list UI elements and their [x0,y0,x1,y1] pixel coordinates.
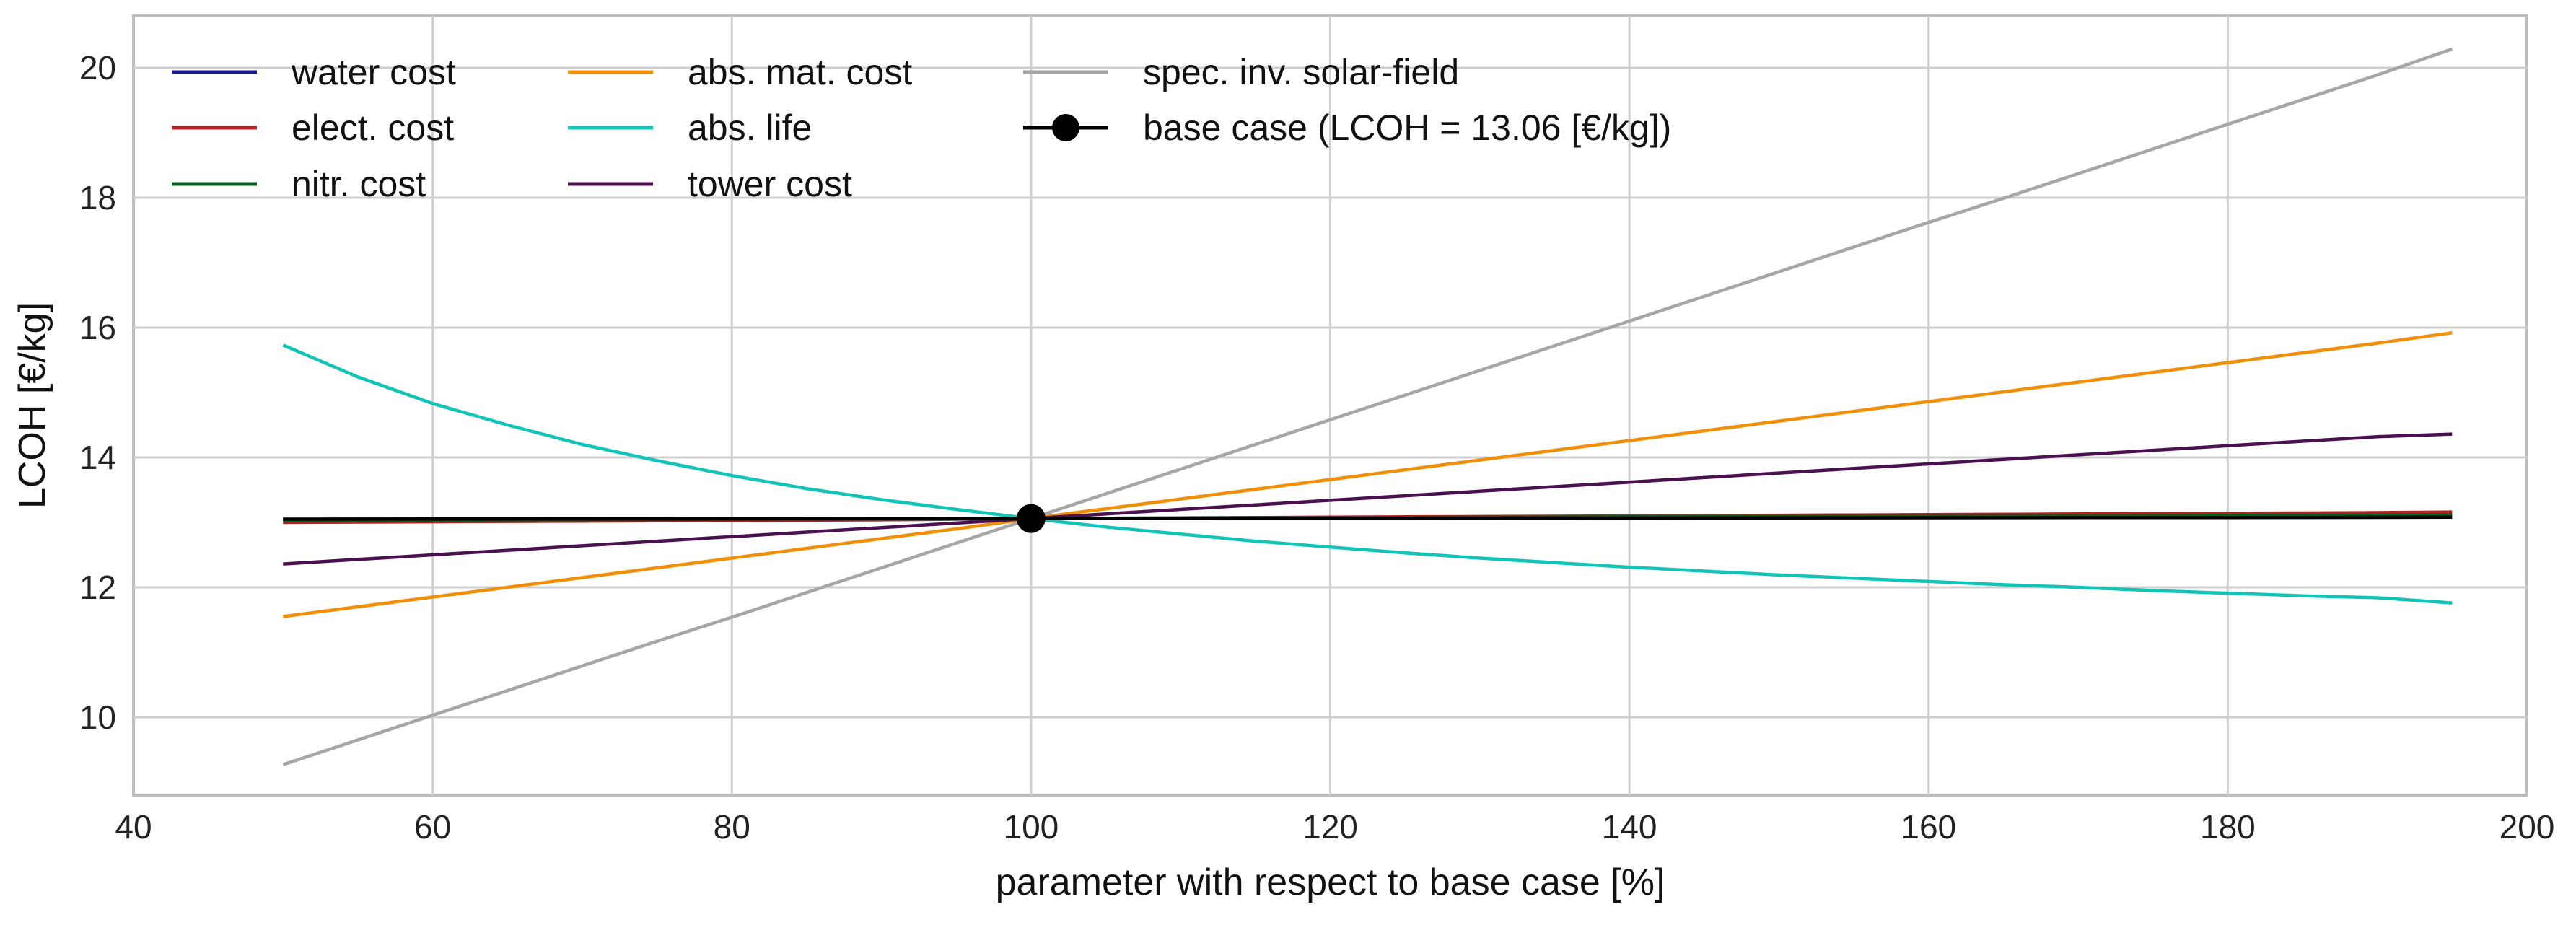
y-tick-label: 20 [79,49,116,87]
x-tick-labels: 40 60 80 100 120 140 160 180 200 [115,808,2554,846]
series-lines [282,47,2453,766]
x-tick-label: 140 [1602,808,1657,846]
x-tick-label: 180 [2200,808,2256,846]
series-line-abs-mat-cost [283,330,2453,618]
x-tick-label: 40 [115,808,152,846]
legend-item-spec-inv-solar-field: spec. inv. solar-field [1023,52,1459,92]
series-line-abs-life [282,343,2453,605]
y-tick-label: 10 [79,698,116,736]
y-tick-labels: 10 12 14 16 18 20 [79,49,116,736]
x-tick-label: 100 [1004,808,1059,846]
legend-label: base case (LCOH = 13.06 [€/kg]) [1143,108,1671,148]
legend-label: spec. inv. solar-field [1143,52,1459,92]
legend-label: abs. mat. cost [688,52,912,92]
legend-item-abs-mat-cost: abs. mat. cost [568,52,912,92]
x-tick-label: 200 [2500,808,2555,846]
legend-label: water cost [291,52,456,92]
legend-item-elect-cost: elect. cost [172,108,454,148]
legend-marker [1052,114,1079,141]
x-tick-label: 60 [414,808,451,846]
legend-label: elect. cost [292,108,454,148]
legend-label: abs. life [688,108,812,148]
y-tick-label: 16 [79,309,116,346]
legend-item-abs-life: abs. life [568,108,812,148]
series-line-spec-inv-solar-field [282,47,2453,766]
legend-item-nitr-cost: nitr. cost [172,164,426,204]
x-axis-label: parameter with respect to base case [%] [996,862,1665,903]
legend-item-tower-cost: tower cost [568,164,852,204]
legend-label: nitr. cost [292,164,426,204]
y-tick-label: 12 [79,569,116,606]
legend-item-base-case-lcoh-13-06-kg: base case (LCOH = 13.06 [€/kg]) [1023,108,1671,148]
y-tick-label: 18 [79,179,116,216]
legend-item-water-cost: water cost [172,52,456,92]
y-axis-label: LCOH [€/kg] [12,302,53,509]
x-tick-label: 120 [1302,808,1358,846]
markers [1016,504,1046,533]
legend-label: tower cost [688,164,852,204]
series-line-tower-cost [283,432,2453,566]
x-tick-label: 160 [1901,808,1956,846]
base-case-point [1016,504,1046,533]
series-line-base-case-lcoh-13-06-kg [283,515,2453,521]
y-tick-label: 14 [79,439,116,476]
x-tick-label: 80 [714,808,750,846]
gridlines [133,16,2527,795]
legend: water cost elect. cost nitr. cost abs. mat.… [172,52,1671,204]
